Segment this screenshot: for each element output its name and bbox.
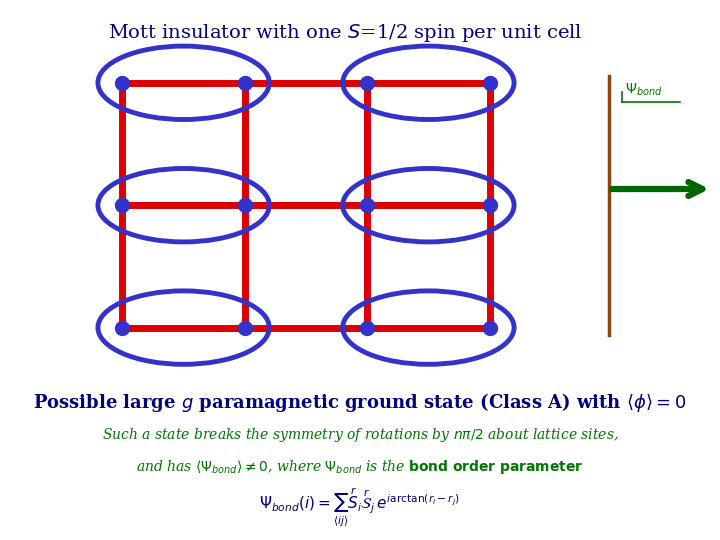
Text: $\Psi_{bond}(i) = \sum_{\langle ij\rangle} \overset{r}{S}_i \overset{r}{\mathcal: $\Psi_{bond}(i) = \sum_{\langle ij\rangl… [259,486,461,529]
Text: Possible large $g$ paramagnetic ground state (Class A) with $\langle\phi\rangle : Possible large $g$ paramagnetic ground s… [33,391,687,414]
Text: and has $\langle\Psi_{bond}\rangle \neq 0$, where $\Psi_{bond}$ is the $\mathbf{: and has $\langle\Psi_{bond}\rangle \neq … [136,458,584,476]
Text: Mott insulator with one $S$=1/2 spin per unit cell: Mott insulator with one $S$=1/2 spin per… [108,22,582,44]
Text: Such a state breaks the symmetry of rotations by $n\pi/2$ about lattice sites,: Such a state breaks the symmetry of rota… [102,426,618,444]
Text: $\Psi_{bond}$: $\Psi_{bond}$ [625,82,662,98]
